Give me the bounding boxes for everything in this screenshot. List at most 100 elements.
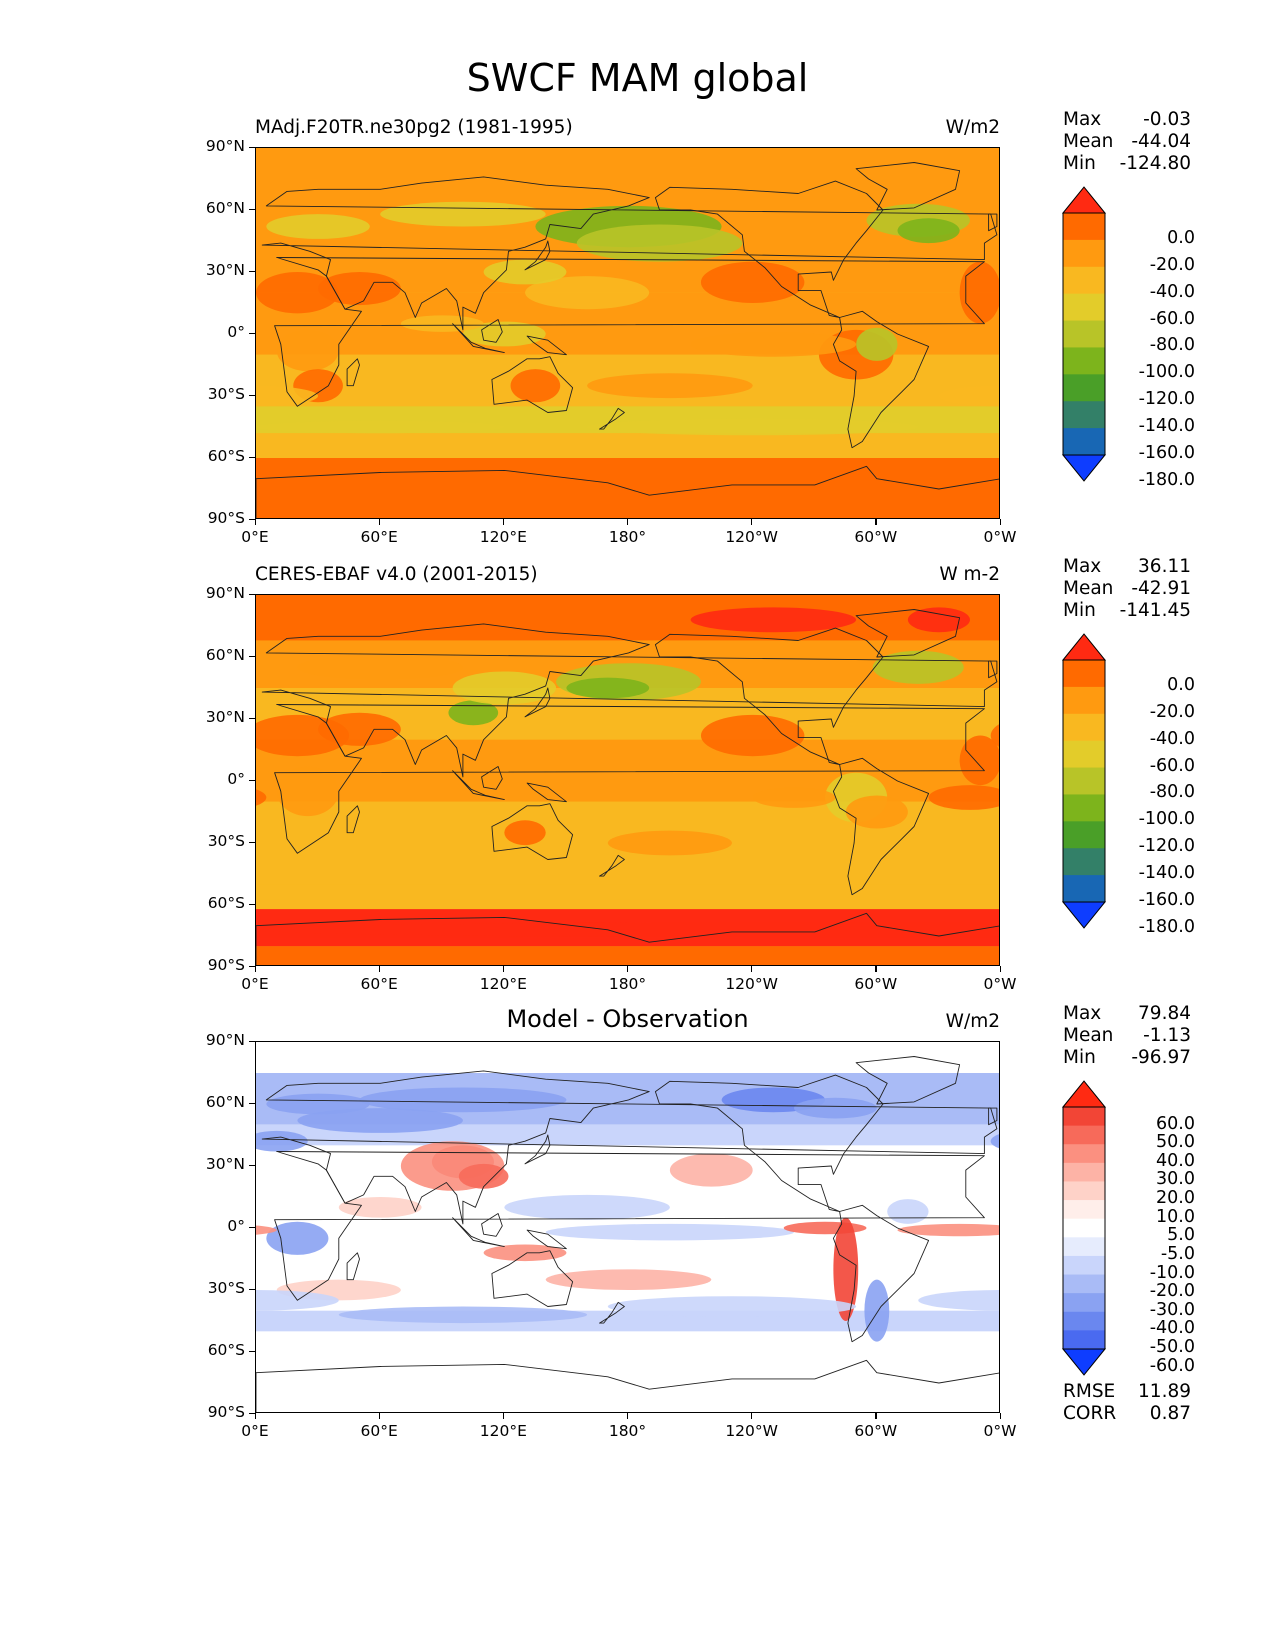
lon-tick-label: 0°E: [241, 528, 269, 546]
coastline-australia: [491, 803, 574, 860]
panel-diff: Model - Observation W/m2 90°N 60°N 30°N 0° 30°…: [0, 1003, 1275, 1451]
panel-title: MAdj.F20TR.ne30pg2 (1981-1995): [255, 117, 573, 138]
lon-tick: [999, 966, 1001, 972]
coastline-madagascar: [346, 805, 360, 834]
colorbar-tick-label: 0.0: [1167, 227, 1195, 248]
colorbar-svg: [1061, 1080, 1107, 1376]
lat-tick-label: 90°N: [205, 584, 245, 602]
colorbar-tick-label: 20.0: [1156, 1188, 1195, 1209]
lon-tick: [751, 519, 753, 525]
colorbar-tick-label: -20.0: [1149, 1281, 1195, 1302]
colorbar: [1061, 632, 1107, 934]
lat-tick-label: 30°S: [207, 832, 245, 850]
colorbar-tick-label: -120.0: [1138, 389, 1195, 410]
colorbar-segment: [1063, 1144, 1105, 1164]
lat-tick: [249, 394, 255, 396]
stat-label: Max: [1063, 109, 1102, 130]
stats-block: Max 36.11 Mean -42.91 Min -141.45: [1063, 556, 1191, 622]
lat-tick: [249, 1412, 255, 1414]
field-region: [690, 607, 857, 633]
coastline-australia: [491, 356, 574, 413]
colorbar-segment: [1063, 875, 1105, 903]
colorbar-tick-label: 50.0: [1156, 1132, 1195, 1153]
coastline-new-guinea: [526, 335, 567, 356]
coastline-antarctica-s: [256, 912, 999, 965]
stat-row: RMSE 11.89: [1063, 1381, 1191, 1403]
field-region: [833, 1217, 859, 1321]
field-band: [256, 148, 999, 210]
panel-center-title: Model - Observation: [506, 1005, 749, 1033]
coastline-indonesia: [452, 770, 505, 801]
lat-tick-label: 90°S: [207, 1403, 245, 1421]
colorbar-top-extension: [1061, 1080, 1107, 1108]
coastline-new-zealand: [599, 854, 625, 877]
stat-row: Max 36.11: [1063, 556, 1191, 578]
colorbar-tick-label: -180.0: [1138, 469, 1195, 490]
coastline-greenland: [855, 609, 961, 658]
field-region: [276, 329, 339, 372]
stat-value: 79.84: [1138, 1003, 1191, 1024]
colorbar-segment: [1063, 1125, 1105, 1145]
panel-units: W m-2: [939, 564, 1000, 585]
field-region: [669, 1153, 753, 1187]
coastline-south-america: [832, 757, 930, 896]
stat-row: CORR 0.87: [1063, 1403, 1191, 1425]
colorbar-tick-label: -40.0: [1149, 281, 1195, 302]
coastline-new-guinea: [526, 782, 567, 803]
map-svg: [256, 595, 999, 965]
field-region: [928, 785, 999, 810]
lon-tick: [254, 519, 256, 525]
lon-tick: [378, 966, 380, 972]
lat-tick-label: 90°S: [207, 509, 245, 527]
colorbar-top-extension: [1061, 186, 1107, 214]
field-region: [845, 795, 908, 829]
lon-tick: [875, 1413, 877, 1419]
lon-tick-label: 60°W: [854, 975, 898, 993]
field-region: [700, 261, 805, 303]
colorbar-segment: [1063, 1218, 1105, 1238]
colorbar-tick-label: -60.0: [1149, 1355, 1195, 1376]
coastline-antarctica-s: [256, 1359, 999, 1412]
lat-tick: [249, 593, 255, 595]
lat-tick-label: 90°S: [207, 956, 245, 974]
coastline-africa: [274, 1151, 985, 1301]
coastline-borneo: [481, 319, 503, 343]
coastline-south-america: [832, 310, 930, 449]
colorbar-tick-label: -5.0: [1160, 1243, 1195, 1264]
lon-tick-label: 120°W: [725, 528, 778, 546]
field-region: [504, 820, 546, 846]
lon-tick-label: 60°E: [360, 975, 398, 993]
lon-tick-label: 120°E: [479, 975, 527, 993]
coastline-borneo: [481, 1213, 503, 1237]
lat-tick: [249, 903, 255, 905]
coastline-new-guinea: [526, 1229, 567, 1250]
colorbar-tick-label: 60.0: [1156, 1113, 1195, 1134]
lat-tick-label: 30°N: [205, 1155, 245, 1173]
lon-tick: [875, 519, 877, 525]
colorbar-tick-label: -120.0: [1138, 836, 1195, 857]
colorbar-frame: [1062, 1106, 1106, 1350]
lon-tick-label: 120°E: [479, 528, 527, 546]
lat-tick: [249, 518, 255, 520]
lat-tick: [249, 655, 255, 657]
lat-tick: [249, 841, 255, 843]
colorbar-segment: [1063, 1162, 1105, 1182]
colorbar-segment: [1063, 1181, 1105, 1201]
colorbar-tick-label: 30.0: [1156, 1169, 1195, 1190]
panel-obs: CERES-EBAF v4.0 (2001-2015) W m-2 90°N 60°N…: [0, 556, 1275, 1004]
stat-row: Max -0.03: [1063, 109, 1191, 131]
field-region: [752, 787, 836, 808]
colorbar-tick-label: -140.0: [1138, 416, 1195, 437]
stat-label: Max: [1063, 1003, 1102, 1024]
colorbar-tick-label: 10.0: [1156, 1206, 1195, 1227]
colorbar-segment: [1063, 1274, 1105, 1294]
field-region: [607, 830, 732, 856]
stat-label: Mean: [1063, 1025, 1114, 1046]
coastline-europe-asia: [261, 623, 998, 778]
stat-row: Max 79.84: [1063, 1003, 1191, 1025]
field-region: [990, 1134, 999, 1149]
stat-row: Min -124.80: [1063, 153, 1191, 175]
panel-units: W/m2: [945, 1011, 1000, 1032]
field-region: [266, 1093, 370, 1115]
coastline-australia: [491, 1250, 574, 1307]
